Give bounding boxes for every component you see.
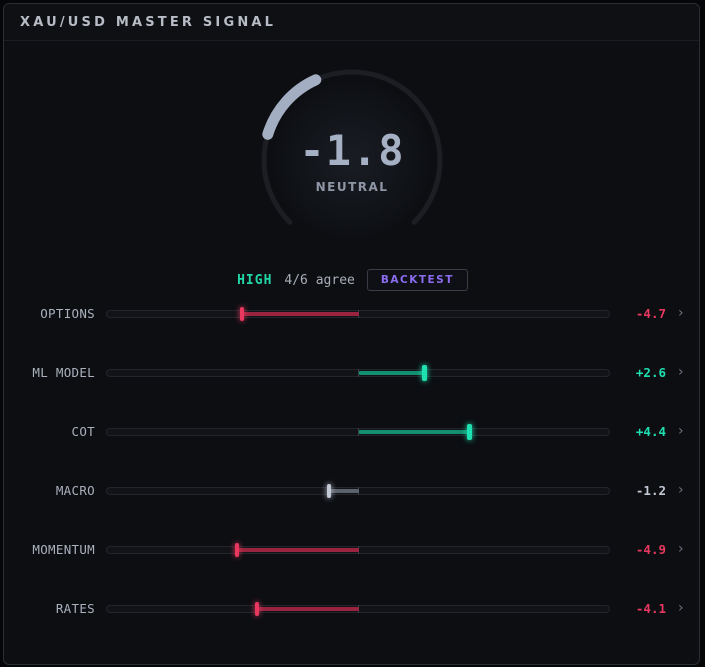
signal-label: MACRO xyxy=(55,483,95,498)
gauge-value-arc xyxy=(262,74,322,140)
signal-marker xyxy=(327,484,331,498)
signal-value: +2.6 xyxy=(635,365,666,380)
gauge-status-label: NEUTRAL xyxy=(315,180,389,194)
signal-value: -4.7 xyxy=(635,306,666,321)
panel-header: XAU/USD MASTER SIGNAL xyxy=(4,4,699,41)
signal-row-momentum[interactable]: MOMENTUM -4.9 › xyxy=(4,540,699,562)
signal-fill xyxy=(359,430,469,434)
signal-track xyxy=(106,307,610,321)
signal-marker xyxy=(466,424,472,440)
signal-value: -4.9 xyxy=(635,542,666,557)
signal-track xyxy=(106,602,610,616)
signal-marker xyxy=(421,365,427,381)
gauge-ring xyxy=(261,69,443,225)
signal-fill xyxy=(236,548,359,552)
signal-value: -4.1 xyxy=(635,601,666,616)
signal-label: OPTIONS xyxy=(40,306,95,321)
signal-fill xyxy=(359,371,424,375)
signal-row-cot[interactable]: COT +4.4 › xyxy=(4,422,699,444)
track-center-tick xyxy=(358,428,359,436)
panel-title: XAU/USD MASTER SIGNAL xyxy=(20,14,277,30)
signal-track xyxy=(106,424,610,440)
chevron-right-icon[interactable]: › xyxy=(678,482,684,498)
gauge-track xyxy=(261,69,443,225)
confidence-label: HIGH xyxy=(237,272,273,288)
signal-label: ML MODEL xyxy=(32,365,95,380)
signal-row-ml-model[interactable]: ML MODEL +2.6 › xyxy=(4,363,699,385)
agreement-count: 4/6 agree xyxy=(284,272,355,288)
signal-row-rates[interactable]: RATES -4.1 › xyxy=(4,599,699,621)
signal-fill xyxy=(241,312,359,316)
signal-row-options[interactable]: OPTIONS -4.7 › xyxy=(4,304,699,326)
signal-marker xyxy=(234,543,239,557)
signal-label: COT xyxy=(71,424,95,439)
signal-label: MOMENTUM xyxy=(32,542,95,557)
chevron-right-icon[interactable]: › xyxy=(678,423,684,439)
signal-value: -1.2 xyxy=(635,483,666,498)
signal-marker xyxy=(239,307,244,321)
signal-track xyxy=(106,365,610,381)
track-center-tick xyxy=(358,369,359,377)
signal-fill xyxy=(256,607,359,611)
gauge-value: -1.8 xyxy=(299,126,405,175)
consensus-bar: HIGH 4/6 agree BACKTEST xyxy=(4,269,699,291)
chevron-right-icon[interactable]: › xyxy=(678,600,684,616)
signal-fill xyxy=(329,489,359,493)
chevron-right-icon[interactable]: › xyxy=(678,541,684,557)
signal-gauge: -1.8 NEUTRAL xyxy=(4,40,699,270)
gauge-glow xyxy=(272,80,432,240)
signal-track xyxy=(106,543,610,557)
backtest-button[interactable]: BACKTEST xyxy=(366,269,468,291)
signal-marker xyxy=(254,602,259,616)
signal-label: RATES xyxy=(55,601,95,616)
master-signal-panel: XAU/USD MASTER SIGNAL -1.8 NEUTRAL HIGH … xyxy=(3,3,700,665)
signal-track xyxy=(106,484,610,498)
chevron-right-icon[interactable]: › xyxy=(678,364,684,380)
signal-value: +4.4 xyxy=(635,424,666,439)
chevron-right-icon[interactable]: › xyxy=(678,305,684,321)
signal-row-macro[interactable]: MACRO -1.2 › xyxy=(4,481,699,503)
